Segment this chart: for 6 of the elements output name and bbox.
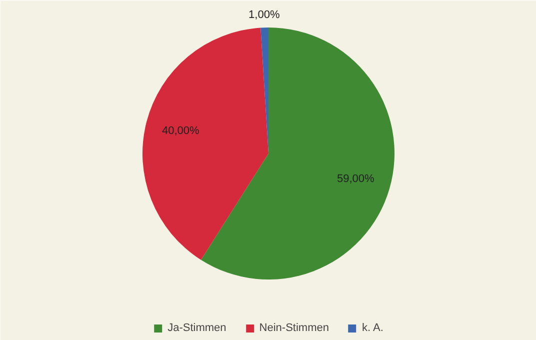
legend-label: k. A. [362,322,384,334]
data-label: 59,00% [336,172,374,185]
data-label: 40,00% [162,124,200,137]
data-label: 1,00% [248,8,280,21]
legend-label: Ja-Stimmen [168,322,226,334]
legend-label: Nein-Stimmen [259,322,329,334]
